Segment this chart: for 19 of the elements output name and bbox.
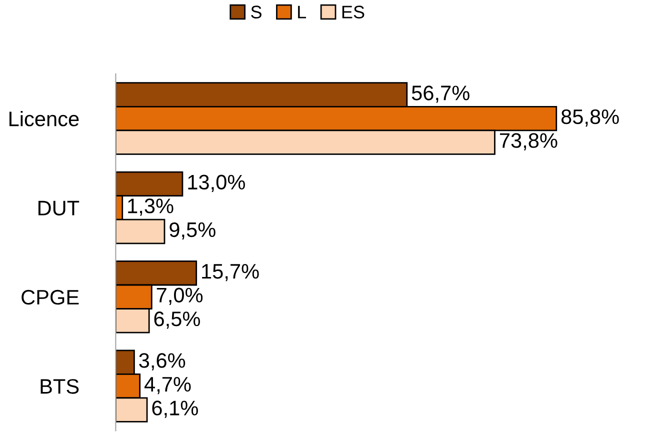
y-tick-label: BTS [40,379,79,394]
data-label: 3,6% [139,353,186,370]
y-tick-label: Licence [9,110,79,126]
legend-label: ES [342,6,364,18]
data-label: 15,7% [202,264,259,282]
data-label: 9,5% [170,222,216,240]
data-label: 56,7% [412,86,470,103]
data-label: 7,0% [156,288,203,305]
y-tick-label: CPGE [22,290,79,305]
data-label: 6,1% [152,400,198,418]
data-label: 85,8% [561,109,619,127]
data-label: 6,5% [154,312,200,329]
data-label: 73,8% [500,133,558,150]
data-label: 1,3% [128,198,174,216]
legend-label: L [298,6,306,18]
data-label: 13,0% [188,174,245,192]
legend-label: S [251,6,262,18]
data-label: 4,7% [144,376,191,394]
y-tick-label: DUT [38,200,80,216]
